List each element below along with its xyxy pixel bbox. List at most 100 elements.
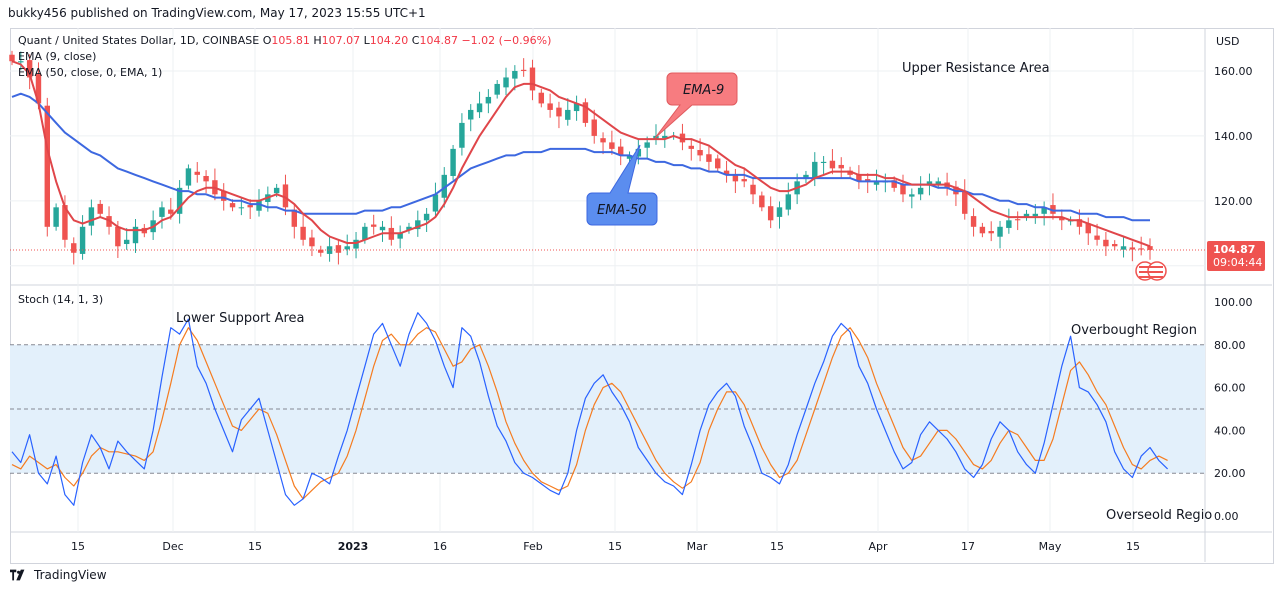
candle-body: [1076, 219, 1083, 227]
candle-body: [44, 105, 51, 227]
candle-body: [1014, 219, 1021, 221]
candle-body: [697, 150, 703, 156]
legend-ema50[interactable]: EMA (50, close, 0, EMA, 1): [18, 66, 163, 79]
candle-body: [88, 207, 95, 226]
candle-body: [706, 154, 712, 162]
candle-body: [441, 174, 447, 198]
stoch-axis-tick: 60.00: [1214, 382, 1246, 395]
candle-body: [79, 226, 86, 254]
candle-body: [759, 195, 765, 208]
chart-frame: [10, 28, 1274, 564]
candle-body: [512, 70, 518, 79]
candle-body: [309, 237, 315, 247]
time-axis-tick: 2023: [338, 540, 369, 553]
candle-body: [812, 161, 818, 179]
candle-body: [397, 233, 403, 239]
candle-body: [71, 243, 77, 253]
legend-symbol-row: Quant / United States Dollar, 1D, COINBA…: [18, 33, 551, 49]
candle-body: [1094, 235, 1100, 240]
legend-low-value: 104.20: [369, 34, 409, 47]
candle-body: [529, 67, 536, 91]
lower-support-label: Lower Support Area: [176, 311, 305, 326]
candle-body: [962, 190, 968, 214]
candle-body: [123, 239, 130, 245]
candle-body: [538, 92, 545, 104]
candle-body: [617, 146, 624, 156]
candle-body: [1059, 217, 1065, 221]
last-price-tag: [1207, 240, 1265, 271]
candle-body: [600, 138, 606, 143]
tradingview-logo[interactable]: TradingView: [10, 568, 107, 582]
candle-body: [432, 194, 439, 212]
candle-body: [221, 190, 227, 201]
candle-body: [370, 224, 377, 227]
candle-body: [26, 60, 33, 78]
candle-body: [326, 246, 333, 254]
stoch-axis-tick: 80.00: [1214, 339, 1246, 352]
candle-body: [468, 109, 474, 120]
candle-body: [97, 203, 103, 214]
candle-body: [1050, 205, 1056, 214]
candle-body: [688, 145, 694, 149]
overbought-label: Overbought Region: [1071, 323, 1197, 338]
price-axis-currency: USD: [1216, 35, 1240, 48]
candle-body: [1111, 244, 1118, 247]
candle-body: [723, 170, 730, 175]
price-axis-tick: 160.00: [1214, 65, 1253, 78]
candle-body: [767, 206, 774, 221]
candle-body: [662, 135, 668, 139]
stoch-d-line: [11, 327, 1168, 500]
candle-body: [415, 220, 421, 230]
candle-body: [838, 164, 844, 169]
ema50-callout-label: EMA-50: [597, 203, 647, 218]
candle-body: [970, 216, 977, 227]
candle-body: [115, 226, 121, 247]
candle-body: [159, 207, 165, 217]
time-axis-tick: 17: [961, 540, 975, 553]
candle-body: [856, 174, 862, 182]
candle-body: [609, 142, 615, 149]
candle-body: [176, 187, 183, 214]
candle-body: [803, 174, 809, 180]
candle-body: [820, 161, 827, 164]
candle-body: [1103, 239, 1109, 247]
time-axis-tick: 15: [1126, 540, 1140, 553]
published-line: bukky456 published on TradingView.com, M…: [8, 6, 426, 20]
time-axis-tick: 15: [608, 540, 622, 553]
time-axis-tick: 15: [71, 540, 85, 553]
candle-body: [732, 174, 739, 182]
legend: Quant / United States Dollar, 1D, COINBA…: [18, 33, 551, 81]
legend-change: −1.02 (−0.96%): [461, 34, 552, 47]
legend-ema9[interactable]: EMA (9, close): [18, 50, 97, 63]
candle-body: [715, 158, 721, 169]
candle-body: [917, 187, 924, 195]
legend-high-value: 107.07: [321, 34, 361, 47]
legend-open-value: 105.81: [271, 34, 310, 47]
candle-body: [353, 239, 359, 249]
candle-body: [926, 181, 933, 186]
ema50-line: [11, 92, 1150, 222]
candle-body: [900, 184, 906, 195]
candle-body: [997, 226, 1003, 237]
last-price-countdown: 09:04:44: [1213, 256, 1262, 269]
time-axis-tick: Feb: [523, 540, 542, 553]
ema9-callout-label: EMA-9: [683, 83, 724, 98]
candle-body: [344, 246, 350, 250]
stoch-legend[interactable]: Stoch (14, 1, 3): [18, 293, 104, 306]
candle-body: [406, 226, 412, 230]
candle-body: [476, 103, 483, 113]
candle-body: [750, 184, 756, 195]
candle-body: [864, 179, 871, 182]
stoch-axis-tick: 40.00: [1214, 424, 1246, 437]
candle-body: [18, 61, 24, 63]
candle-body: [935, 181, 941, 185]
candle-body: [591, 119, 597, 136]
stoch-k-line: [11, 312, 1169, 506]
candle-body: [53, 207, 59, 227]
candle-body: [520, 69, 527, 71]
time-axis-tick: 15: [248, 540, 262, 553]
candle-body: [450, 148, 456, 176]
candle-body: [776, 207, 783, 217]
candle-body: [988, 231, 994, 234]
